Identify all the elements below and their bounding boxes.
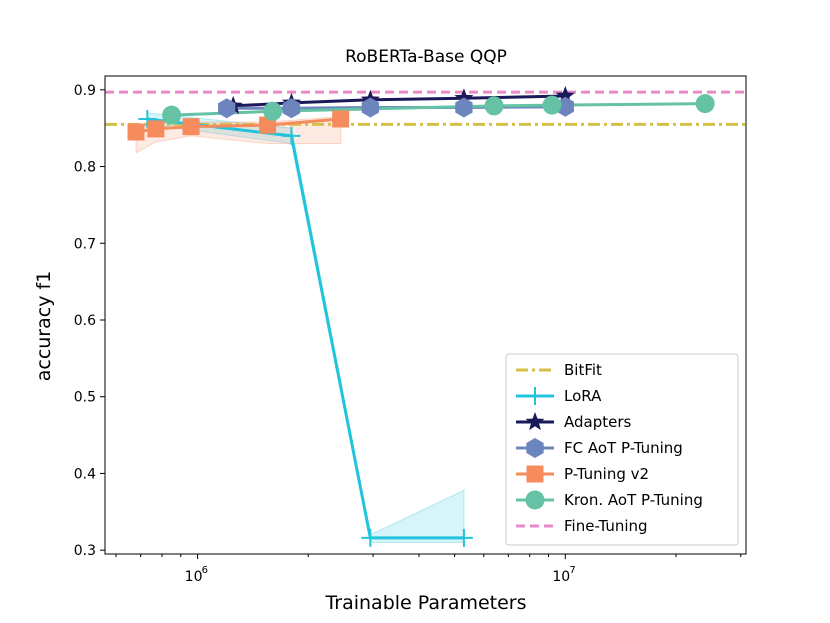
legend-label: Adapters <box>564 413 632 431</box>
legend-label: LoRA <box>564 387 602 405</box>
legend-label: Kron. AoT P-Tuning <box>564 491 703 509</box>
x-axis-label: Trainable Parameters <box>324 592 526 614</box>
fc-aot-p-tuning-point <box>361 97 380 118</box>
legend-marker-kron-aot-p-tuning <box>525 490 545 510</box>
legend-item-p-tuning-v2: P-Tuning v2 <box>516 465 649 483</box>
adapters-point <box>454 88 474 107</box>
p-tuning-v2-point <box>332 110 350 128</box>
legend-label: BitFit <box>564 361 602 379</box>
legend-marker-p-tuning-v2 <box>526 465 544 483</box>
legend-marker-lora <box>526 387 544 405</box>
fc-aot-p-tuning-point <box>455 97 473 118</box>
chart-title: RoBERTa-Base QQP <box>345 47 507 67</box>
p-tuning-v2-point <box>182 118 200 136</box>
legend-item-fine-tuning: Fine-Tuning <box>516 517 648 535</box>
kron-aot-p-tuning-point <box>695 94 715 114</box>
y-tick-label: 0.9 <box>74 83 96 99</box>
adapters-point <box>555 85 575 105</box>
legend-marker-fc-aot-p-tuning <box>526 438 544 458</box>
y-tick-label: 0.8 <box>74 160 96 176</box>
plot-area <box>104 75 747 555</box>
legend-label: P-Tuning v2 <box>564 465 649 483</box>
fc-aot-p-tuning-point <box>556 96 574 117</box>
lora-point <box>282 126 301 145</box>
y-tick-label: 0.7 <box>74 236 96 252</box>
legend-label: Fine-Tuning <box>564 517 648 535</box>
p-tuning-v2-point <box>259 116 277 134</box>
lora-point <box>138 109 157 128</box>
legend-item-fc-aot-p-tuning: FC AoT P-Tuning <box>516 438 683 458</box>
lora-point <box>454 528 473 547</box>
fc-aot-p-tuning-point <box>282 98 301 119</box>
legend-item-lora: LoRA <box>516 387 602 405</box>
p-tuning-v2-point <box>127 123 145 141</box>
x-tick-exponent: 7 <box>569 565 575 576</box>
legend: BitFit LoRA Adapters FC AoT P-Tuning P-Tunin… <box>505 353 739 546</box>
x-tick-label: 10 <box>185 569 203 585</box>
fc-aot-p-tuning-point <box>218 98 236 119</box>
kron-aot-p-tuning-point <box>542 95 562 115</box>
legend-marker-adapters <box>525 412 545 431</box>
y-tick-label: 0.3 <box>74 543 96 559</box>
legend-item-kron-aot-p-tuning: Kron. AoT P-Tuning <box>516 490 703 510</box>
x-tick-label: 10 <box>552 569 570 585</box>
p-tuning-v2-point <box>147 120 165 138</box>
lora-point <box>361 528 380 547</box>
y-tick-label: 0.4 <box>74 466 96 482</box>
legend-label: FC AoT P-Tuning <box>564 439 683 457</box>
kron-aot-p-tuning-point <box>162 105 182 125</box>
legend-item-bitfit: BitFit <box>516 361 602 379</box>
y-axis-label: accuracy f1 <box>33 271 55 382</box>
x-tick-exponent: 6 <box>202 565 208 576</box>
kron-aot-p-tuning-point <box>484 96 504 116</box>
kron-aot-p-tuning-point <box>263 101 283 121</box>
y-tick-label: 0.5 <box>74 390 96 406</box>
legend-item-adapters: Adapters <box>516 412 632 431</box>
y-tick-label: 0.6 <box>74 313 96 329</box>
